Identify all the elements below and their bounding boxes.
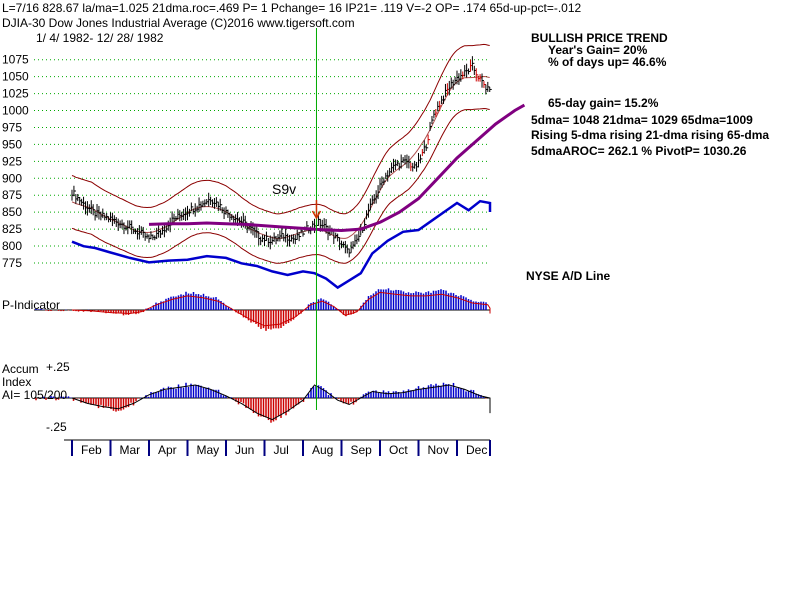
accum-bottom-label: -.25 [46, 420, 67, 434]
accum-average [71, 384, 491, 421]
y-tick-label: 1025 [2, 87, 29, 101]
accum-label-1: Accum [2, 362, 39, 376]
gain-65day: 65-day gain= 15.2% [548, 96, 659, 110]
ad-line [71, 199, 492, 290]
month-label: Oct [389, 443, 408, 457]
y-tick-label: 1000 [2, 104, 29, 118]
month-label: Apr [158, 443, 177, 457]
header-title-line: DJIA-30 Dow Jones Industrial Average (C)… [2, 16, 355, 30]
month-label: Feb [81, 443, 102, 457]
accum-label-2: Index [2, 375, 32, 389]
band-mid [71, 75, 490, 240]
p-indicator-label: P-Indicator [2, 298, 61, 312]
aroc-pivot: 5dmaAROC= 262.1 % PivotP= 1030.26 [531, 144, 747, 158]
accum-label-3: AI= 105/200 [2, 388, 68, 402]
rising-dma: Rising 5-dma rising 21-dma rising 65-dma [531, 128, 770, 142]
y-tick-label: 775 [2, 256, 22, 270]
y-tick-label: 900 [2, 171, 22, 185]
signal-label: S9v [272, 181, 297, 197]
y-tick-label: 950 [2, 137, 22, 151]
month-label: Nov [428, 443, 449, 457]
month-label: Sep [351, 443, 373, 457]
ma65-line [148, 103, 526, 233]
month-label: Jul [274, 443, 289, 457]
signal-arrow-head [311, 210, 322, 220]
month-label: Mar [120, 443, 141, 457]
month-label: Jun [235, 443, 254, 457]
pct-days-up: % of days up= 46.6% [548, 55, 667, 69]
y-tick-label: 1075 [2, 53, 29, 67]
y-tick-label: 925 [2, 154, 22, 168]
dma-values: 5dma= 1048 21dma= 1029 65dma=1009 [531, 113, 753, 127]
y-tick-label: 850 [2, 205, 22, 219]
accum-top-label: +.25 [46, 360, 70, 374]
month-label: Aug [312, 443, 333, 457]
y-tick-label: 800 [2, 239, 22, 253]
band-upper [71, 43, 490, 215]
header-stats-line: L=7/16 828.67 la/ma=1.025 21dma.roc=.469… [2, 1, 582, 15]
y-tick-label: 975 [2, 120, 22, 134]
y-tick-label: 825 [2, 222, 22, 236]
month-label: Dec [466, 443, 487, 457]
header-date-range: 1/ 4/ 1982- 12/ 28/ 1982 [36, 31, 164, 45]
nyse-ad-label: NYSE A/D Line [526, 269, 611, 283]
y-tick-label: 1050 [2, 70, 29, 84]
band-lower [71, 107, 490, 264]
trend-title: BULLISH PRICE TREND [531, 31, 668, 45]
month-label: May [197, 443, 220, 457]
y-tick-label: 875 [2, 188, 22, 202]
years-gain: Year's Gain= 20% [548, 43, 648, 57]
